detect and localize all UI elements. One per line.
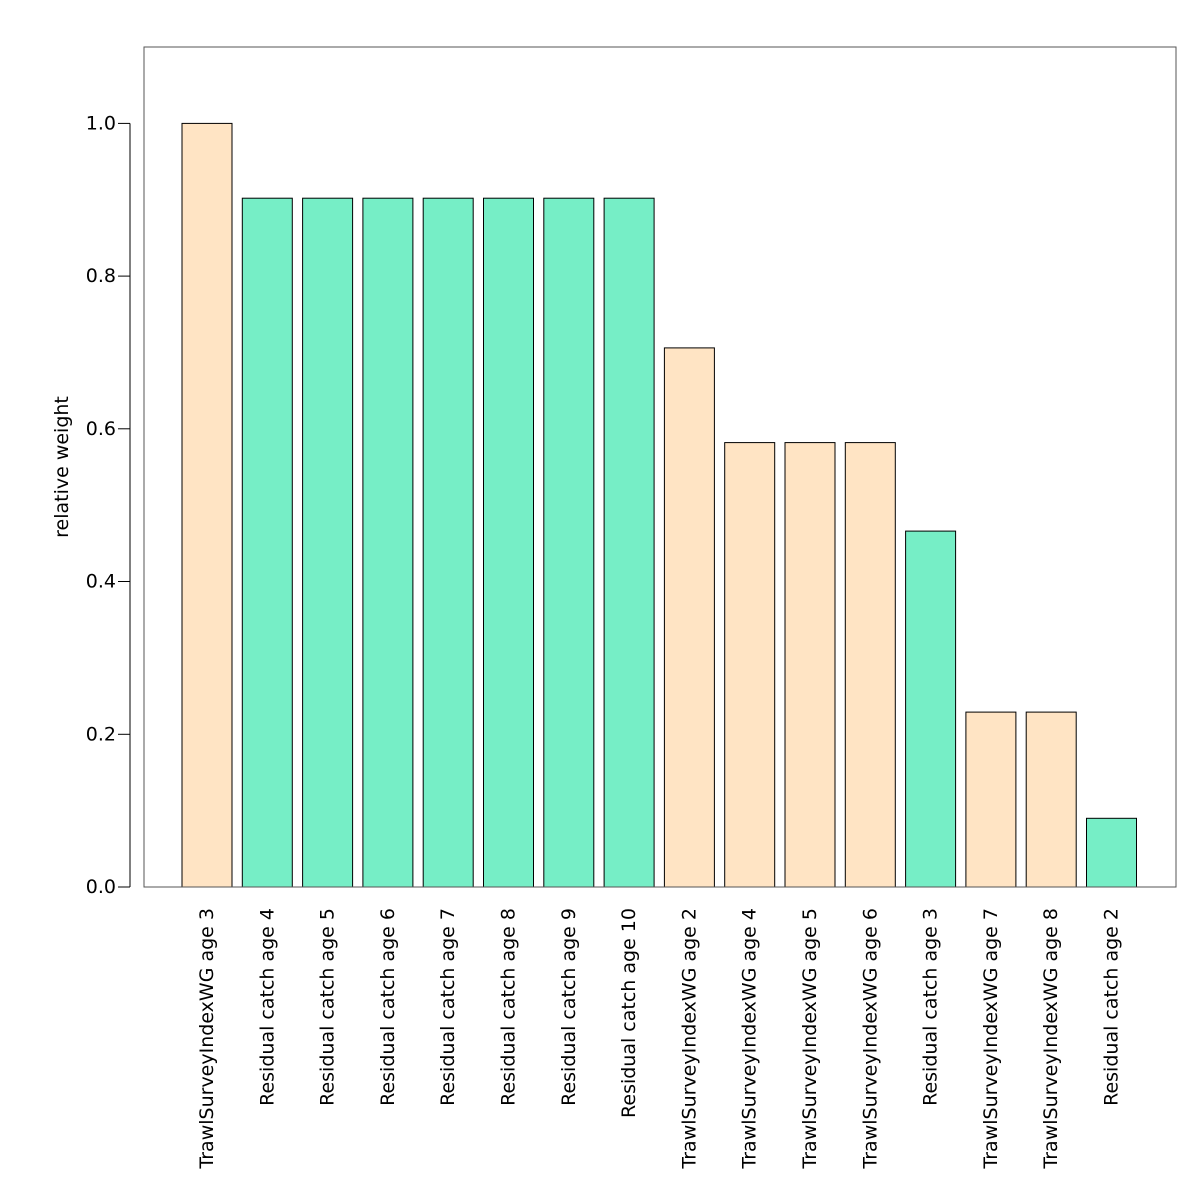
y-tick-label-3: 0.6 xyxy=(86,418,116,440)
x-axis-labels: TrawlSurveyIndexWG age 3 Residual catch a… xyxy=(196,908,1123,1170)
bar-5 xyxy=(422,197,474,888)
x-tick-label-12: TrawlSurveyIndexWG age 6 xyxy=(859,908,881,1170)
x-tick-label-1: TrawlSurveyIndexWG age 3 xyxy=(196,908,218,1170)
bar-14 xyxy=(965,711,1017,888)
y-axis: 0.0 0.2 0.4 0.6 0.8 1.0 xyxy=(86,112,131,898)
y-tick-label-0: 0.0 xyxy=(86,876,116,898)
bar-10 xyxy=(724,442,776,888)
bar-13 xyxy=(905,530,957,888)
bar-16 xyxy=(1086,817,1137,888)
x-tick-label-9: TrawlSurveyIndexWG age 2 xyxy=(678,908,700,1170)
bar-9 xyxy=(663,347,715,888)
bar-8 xyxy=(603,197,655,888)
bar-2 xyxy=(241,197,293,888)
plot-frame xyxy=(143,46,1177,888)
y-axis-label: relative weight xyxy=(51,396,73,538)
x-tick-label-11: TrawlSurveyIndexWG age 5 xyxy=(799,908,821,1170)
x-tick-label-5: Residual catch age 7 xyxy=(437,908,459,1106)
x-tick-label-14: TrawlSurveyIndexWG age 7 xyxy=(980,908,1002,1170)
x-tick-label-13: Residual catch age 3 xyxy=(920,908,942,1106)
bar-12 xyxy=(844,442,896,888)
x-tick-label-4: Residual catch age 6 xyxy=(377,908,399,1106)
x-tick-label-2: Residual catch age 4 xyxy=(256,908,278,1106)
y-tick-label-1: 0.2 xyxy=(86,723,116,745)
y-tick-label-4: 0.8 xyxy=(86,265,116,287)
bar-1 xyxy=(181,122,233,888)
y-tick-label-2: 0.4 xyxy=(86,571,116,593)
bar-6 xyxy=(483,197,534,888)
bar-3 xyxy=(302,197,354,888)
x-tick-label-3: Residual catch age 5 xyxy=(317,908,339,1106)
x-tick-label-16: Residual catch age 2 xyxy=(1101,908,1123,1106)
bar-7 xyxy=(543,197,595,888)
x-tick-label-6: Residual catch age 8 xyxy=(498,908,520,1106)
y-tick-label-5: 1.0 xyxy=(86,112,116,134)
bars-group xyxy=(181,122,1137,888)
x-tick-label-8: Residual catch age 10 xyxy=(618,908,640,1118)
x-tick-label-10: TrawlSurveyIndexWG age 4 xyxy=(739,908,761,1170)
bar-15 xyxy=(1025,711,1077,888)
bar-4 xyxy=(362,197,414,888)
x-tick-label-7: Residual catch age 9 xyxy=(558,908,580,1106)
bar-11 xyxy=(784,442,836,888)
x-tick-label-15: TrawlSurveyIndexWG age 8 xyxy=(1040,908,1062,1170)
